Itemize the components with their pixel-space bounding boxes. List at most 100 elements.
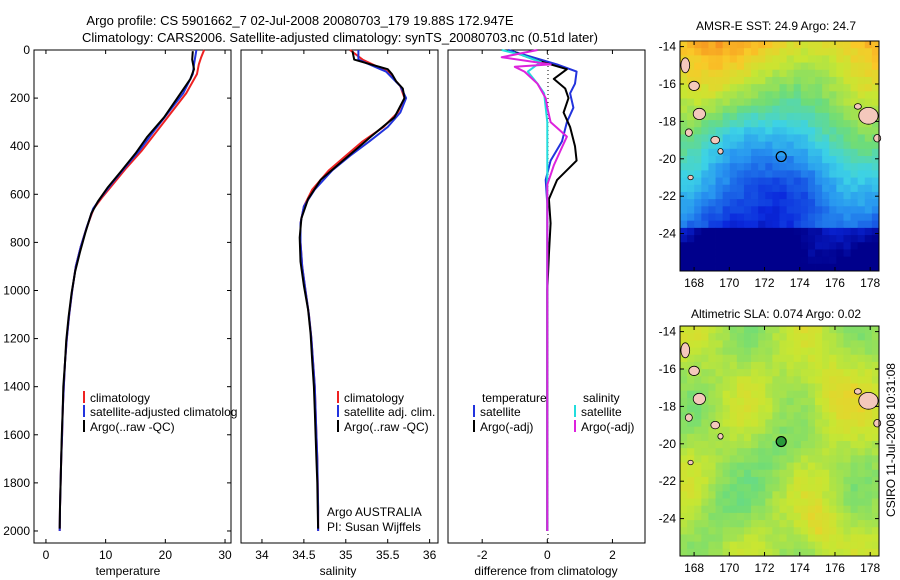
- heat-cell: [843, 548, 851, 557]
- heat-cell: [729, 98, 738, 107]
- heat-cell: [722, 505, 731, 514]
- heat-cell: [694, 55, 702, 63]
- heat-cell: [743, 191, 752, 200]
- legend-label-climatology: climatology: [90, 391, 150, 405]
- heat-cell: [736, 498, 745, 507]
- heat-cell: [701, 390, 709, 399]
- heat-cell: [815, 177, 823, 186]
- heat-cell: [736, 541, 745, 550]
- heat-cell: [779, 326, 788, 334]
- heat-cell: [736, 326, 745, 334]
- heat-cell: [708, 441, 716, 449]
- heat-cell: [694, 249, 702, 258]
- heat-cell: [807, 206, 816, 214]
- island-shape: [680, 57, 691, 74]
- heat-cell: [708, 127, 716, 135]
- heat-cell: [743, 527, 752, 535]
- heat-cell: [822, 227, 830, 236]
- heat-cell: [722, 127, 731, 135]
- heat-cell: [815, 419, 823, 428]
- heat-cell: [758, 333, 766, 341]
- heat-cell: [815, 41, 823, 49]
- heat-cell: [729, 419, 738, 428]
- heat-cell: [800, 527, 809, 535]
- heat-cell: [751, 191, 759, 200]
- heat-cell: [800, 361, 809, 370]
- heat-cell: [765, 249, 773, 258]
- heat-cell: [836, 426, 844, 435]
- heat-cell: [729, 127, 738, 135]
- series-line-temperature-argo-adj: [514, 51, 578, 531]
- heat-cell: [822, 426, 830, 435]
- heat-cell: [786, 448, 795, 456]
- heat-cell: [871, 62, 880, 71]
- heat-cell: [772, 213, 780, 222]
- heat-cell: [857, 91, 866, 99]
- heat-cell: [822, 340, 830, 348]
- heat-cell: [779, 462, 788, 471]
- heat-cell: [736, 249, 745, 258]
- heat-cell: [687, 505, 695, 514]
- heat-cell: [729, 220, 738, 229]
- heat-cell: [736, 76, 745, 85]
- map-y-tick-label: -14: [659, 40, 677, 54]
- heat-cell: [836, 184, 844, 193]
- heat-cell: [772, 326, 780, 334]
- heat-cell: [786, 541, 795, 550]
- heat-cell: [793, 263, 802, 272]
- heat-cell: [772, 163, 780, 171]
- heat-cell: [687, 184, 695, 193]
- heat-cell: [715, 76, 724, 85]
- heat-cell: [758, 199, 766, 207]
- heat-cell: [736, 206, 745, 214]
- heat-cell: [857, 484, 866, 492]
- heat-cell: [680, 69, 688, 78]
- heat-cell: [836, 405, 844, 413]
- heat-cell: [864, 512, 873, 521]
- heat-cell: [807, 397, 816, 406]
- heat-cell: [751, 361, 759, 370]
- heat-cell: [687, 426, 695, 435]
- heat-cell: [779, 177, 788, 186]
- heat-cell: [743, 469, 752, 478]
- heat-cell: [864, 170, 873, 178]
- heat-cell: [715, 256, 724, 265]
- heat-cell: [822, 433, 830, 442]
- heat-cell: [800, 354, 809, 363]
- heat-cell: [715, 462, 724, 471]
- heat-cell: [765, 177, 773, 186]
- heat-cell: [722, 91, 731, 99]
- heat-cell: [701, 170, 709, 178]
- heat-cell: [864, 376, 873, 384]
- heat-cell: [708, 527, 716, 535]
- heat-cell: [815, 242, 823, 250]
- title-line-2: Climatology: CARS2006. Satellite-adjuste…: [82, 30, 598, 45]
- heat-cell: [829, 455, 837, 463]
- map-y-tick-label: -18: [659, 114, 677, 128]
- heat-cell: [729, 199, 738, 207]
- heat-cell: [836, 512, 844, 521]
- heat-cell: [793, 177, 802, 186]
- heat-cell: [715, 541, 724, 550]
- heat-cell: [715, 249, 724, 258]
- heat-cell: [687, 462, 695, 471]
- heat-cell: [680, 390, 688, 399]
- heat-cell: [701, 541, 709, 550]
- heat-cell: [736, 369, 745, 377]
- heat-cell: [772, 484, 780, 492]
- heat-cell: [765, 220, 773, 229]
- heat-cell: [772, 112, 780, 121]
- heat-cell: [729, 62, 738, 71]
- heat-cell: [807, 134, 816, 143]
- heat-cell: [765, 156, 773, 164]
- heat-cell: [687, 91, 695, 99]
- depth-tick-label: 2000: [3, 524, 30, 538]
- heat-cell: [701, 69, 709, 78]
- heat-cell: [836, 69, 844, 78]
- heat-cell: [822, 397, 830, 406]
- heat-cell: [864, 76, 873, 85]
- heat-cell: [758, 55, 766, 63]
- heat-cell: [772, 469, 780, 478]
- heat-cell: [807, 177, 816, 186]
